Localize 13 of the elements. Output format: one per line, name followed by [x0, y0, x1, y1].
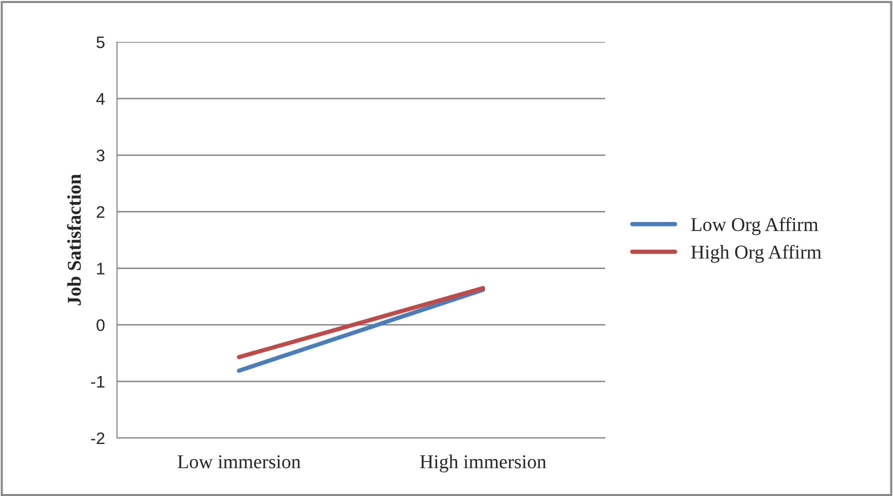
y-tick-label: 1 [97, 262, 104, 274]
y-tick-label: 4 [96, 93, 105, 105]
y-axis-title: Job Satisfaction [66, 174, 81, 306]
x-tick-label: Low immersion [178, 455, 301, 468]
y-tick-label: 0 [96, 319, 105, 332]
y-tick-label: 5 [96, 36, 104, 48]
y-tick-label: 3 [96, 150, 104, 162]
y-tick-label: 2 [96, 206, 104, 218]
y-tick-label: -1 [91, 376, 104, 388]
x-tick-label: High immersion [420, 454, 546, 472]
legend-label: High Org Affirm [691, 244, 822, 263]
legend-label: Low Org Affirm [691, 217, 818, 236]
y-tick-label: -2 [91, 432, 104, 444]
